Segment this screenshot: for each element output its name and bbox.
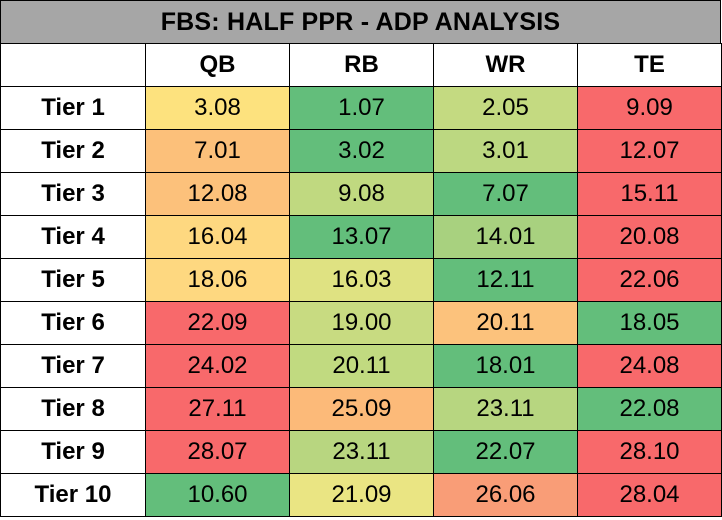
column-header-qb: QB [145,43,290,87]
cell-te: 18.05 [577,301,722,345]
tier-label: Tier 8 [0,387,146,431]
cell-te: 28.10 [577,430,722,474]
table-row: Tier 5 18.06 16.03 12.11 22.06 [0,258,722,302]
header-row: QB RB WR TE [0,43,722,87]
cell-wr: 7.07 [433,172,578,216]
table-row: Tier 4 16.04 13.07 14.01 20.08 [0,215,722,259]
cell-rb: 23.11 [289,430,434,474]
tier-label: Tier 6 [0,301,146,345]
cell-wr: 18.01 [433,344,578,388]
cell-wr: 2.05 [433,86,578,130]
cell-qb: 7.01 [145,129,290,173]
corner-cell [0,43,146,87]
cell-te: 9.09 [577,86,722,130]
tier-label: Tier 4 [0,215,146,259]
cell-wr: 22.07 [433,430,578,474]
cell-qb: 24.02 [145,344,290,388]
cell-te: 20.08 [577,215,722,259]
column-header-te: TE [577,43,722,87]
table-row: Tier 2 7.01 3.02 3.01 12.07 [0,129,722,173]
cell-rb: 3.02 [289,129,434,173]
cell-rb: 20.11 [289,344,434,388]
cell-qb: 18.06 [145,258,290,302]
tier-label: Tier 2 [0,129,146,173]
cell-rb: 9.08 [289,172,434,216]
cell-rb: 13.07 [289,215,434,259]
cell-wr: 12.11 [433,258,578,302]
cell-qb: 10.60 [145,473,290,517]
tier-label: Tier 1 [0,86,146,130]
tier-label: Tier 5 [0,258,146,302]
tier-label: Tier 10 [0,473,146,517]
cell-qb: 27.11 [145,387,290,431]
table-row: Tier 8 27.11 25.09 23.11 22.08 [0,387,722,431]
cell-rb: 21.09 [289,473,434,517]
tier-label: Tier 9 [0,430,146,474]
cell-qb: 3.08 [145,86,290,130]
table-row: Tier 9 28.07 23.11 22.07 28.10 [0,430,722,474]
cell-te: 24.08 [577,344,722,388]
cell-qb: 16.04 [145,215,290,259]
column-header-rb: RB [289,43,434,87]
cell-qb: 28.07 [145,430,290,474]
cell-rb: 25.09 [289,387,434,431]
cell-te: 22.08 [577,387,722,431]
cell-wr: 20.11 [433,301,578,345]
column-header-wr: WR [433,43,578,87]
cell-te: 28.04 [577,473,722,517]
table-row: Tier 3 12.08 9.08 7.07 15.11 [0,172,722,216]
cell-te: 12.07 [577,129,722,173]
tier-label: Tier 3 [0,172,146,216]
cell-wr: 3.01 [433,129,578,173]
cell-rb: 1.07 [289,86,434,130]
table-title: FBS: HALF PPR - ADP ANALYSIS [0,0,721,44]
table-row: Tier 1 3.08 1.07 2.05 9.09 [0,86,722,130]
cell-rb: 16.03 [289,258,434,302]
tier-label: Tier 7 [0,344,146,388]
cell-wr: 26.06 [433,473,578,517]
cell-te: 15.11 [577,172,722,216]
cell-qb: 12.08 [145,172,290,216]
table-row: Tier 7 24.02 20.11 18.01 24.08 [0,344,722,388]
table-row: Tier 10 10.60 21.09 26.06 28.04 [0,473,722,517]
cell-wr: 14.01 [433,215,578,259]
cell-wr: 23.11 [433,387,578,431]
adp-grid: QB RB WR TE Tier 1 3.08 1.07 2.05 9.09 Tier 2… [0,43,722,517]
cell-qb: 22.09 [145,301,290,345]
table-body: Tier 1 3.08 1.07 2.05 9.09 Tier 2 7.01 3.02 3.01… [0,86,722,517]
cell-te: 22.06 [577,258,722,302]
cell-rb: 19.00 [289,301,434,345]
table-row: Tier 6 22.09 19.00 20.11 18.05 [0,301,722,345]
